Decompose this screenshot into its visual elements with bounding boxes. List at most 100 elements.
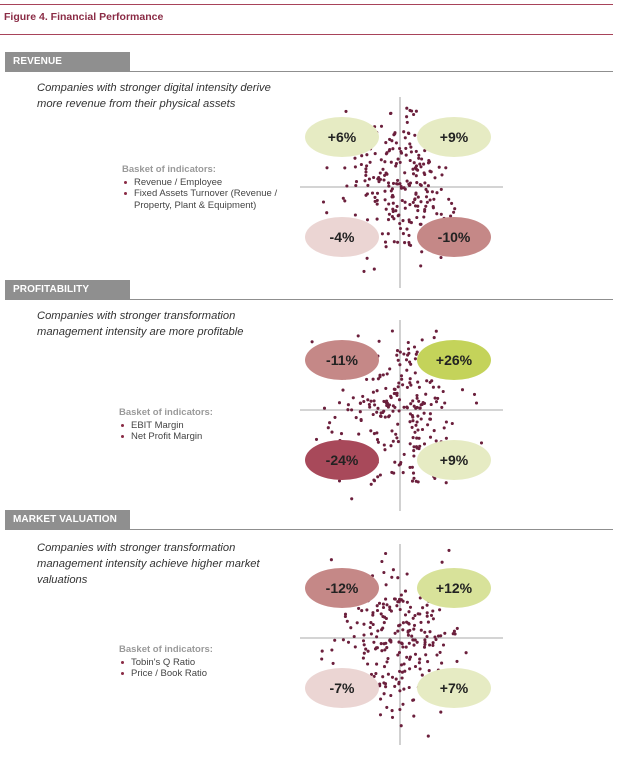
scatter-point [398,160,402,164]
scatter-point [364,193,368,197]
scatter-point [375,662,379,666]
scatter-point [392,133,396,137]
scatter-point [369,672,374,676]
scatter-point [391,181,396,185]
quadrant-badge-top-left [305,568,379,608]
scatter-point [397,682,401,686]
scatter-point [405,115,409,119]
scatter-point [391,209,395,214]
scatter-point [383,415,387,419]
scatter-point [392,471,396,475]
scatter-point [360,154,364,158]
scatter-point [428,412,432,416]
scatter-point [433,396,437,400]
scatter-point [383,189,387,193]
scatter-point [413,664,418,669]
scatter-point [404,358,409,362]
scatter-point [401,219,405,223]
scatter-point [439,255,443,260]
scatter-point [417,385,421,389]
scatter-point [418,406,422,410]
scatter-point [396,157,400,161]
quadrant-badge-bottom-left [305,440,379,480]
scatter-point [408,420,412,424]
scatter-point [371,390,375,394]
scatter-point [406,633,410,637]
quadrant-value-top-left: -12% [326,580,359,596]
scatter-point [407,610,411,614]
scatter-point [428,198,432,202]
scatter-point [413,638,417,642]
scatter-point [402,130,406,134]
section-claim: Companies with stronger transformation m… [37,310,244,338]
scatter-point [333,638,337,642]
scatter-point [369,429,373,433]
scatter-point [444,420,448,424]
scatter-point [388,607,392,612]
scatter-point [392,240,396,244]
scatter-point [447,197,451,201]
scatter-point [398,707,402,712]
scatter-point [384,386,388,390]
scatter-point [419,403,423,407]
scatter-point [420,157,424,161]
scatter-point [399,593,403,597]
scatter-point [341,196,345,200]
scatter-point [402,687,406,691]
scatter-point [412,643,416,647]
scatter-point [420,673,424,677]
scatter-point [394,677,398,681]
scatter-point [395,204,399,208]
scatter-point [387,202,391,206]
scatter-point [398,350,402,354]
quadrant-value-bottom-right: +9% [440,452,469,468]
scatter-point [474,401,479,405]
scatter-point [414,191,418,195]
scatter-point [375,410,379,414]
scatter-point [393,684,397,688]
scatter-point [401,599,405,603]
scatter-point [418,612,422,616]
scatter-point [419,183,423,187]
scatter-point [410,425,414,429]
scatter-point [329,558,333,562]
scatter-point [413,613,417,618]
scatter-point [386,218,391,222]
scatter-point [320,657,324,661]
scatter-point [371,613,375,617]
scatter-point [362,269,366,273]
scatter-point [407,243,411,247]
scatter-point [400,676,404,680]
scatter-point [345,184,349,188]
scatter-point [393,405,397,409]
scatter-point [414,174,418,178]
scatter-point [384,583,388,587]
scatter-point [413,371,417,375]
quadrant-badge-top-right [417,117,491,157]
quadrant-value-bottom-right: +7% [440,680,469,696]
scatter-point [364,170,368,174]
scatter-point [343,166,347,170]
scatter-point [401,628,405,632]
scatter-point [412,714,416,718]
scatter-point [373,152,377,156]
scatter-point [434,329,438,333]
quadrant-value-top-right: +12% [436,580,473,596]
scatter-point [411,436,415,440]
scatter-point [422,215,426,219]
scatter-point [409,150,413,154]
scatter-point [396,576,400,580]
scatter-point [407,233,411,237]
scatter-point [412,454,416,458]
scatter-point [383,173,387,177]
scatter-point [450,201,454,205]
scatter-point [381,675,385,679]
scatter-point [412,345,417,349]
quadrant-value-top-left: +6% [328,129,357,145]
scatter-point [378,473,382,477]
scatter-point [354,180,359,184]
scatter-point [395,436,399,440]
quadrant-value-top-left: -11% [326,352,358,368]
scatter-point [379,697,383,701]
scatter-point [402,452,406,456]
